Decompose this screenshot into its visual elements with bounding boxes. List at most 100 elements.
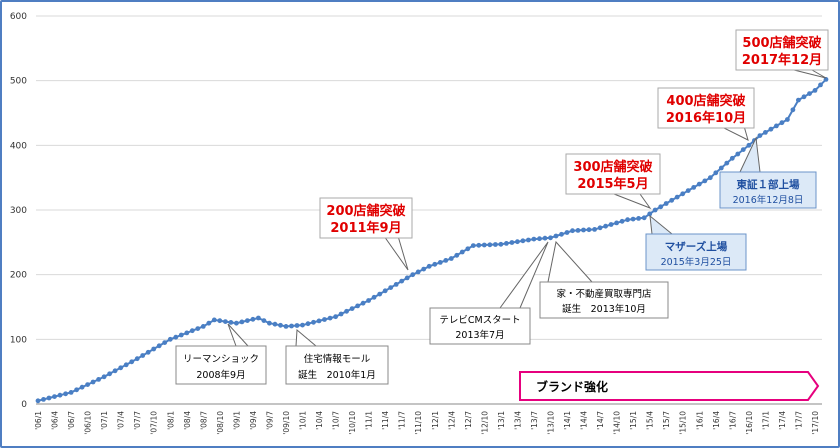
data-point: [162, 340, 168, 345]
data-point: [366, 298, 371, 303]
data-point: [724, 160, 730, 166]
data-point: [283, 324, 289, 329]
x-tick-label: '13/7: [530, 411, 539, 430]
callout-lehman-line1: リーマンショック: [183, 354, 259, 365]
data-point: [669, 197, 675, 203]
x-tick-label: '09/10: [282, 411, 291, 435]
data-point: [443, 258, 449, 263]
data-point: [239, 319, 245, 325]
data-point: [107, 371, 112, 377]
y-tick-label: 200: [10, 271, 27, 281]
x-tick-label: '09/7: [265, 411, 274, 430]
data-point: [515, 239, 520, 245]
data-point: [636, 216, 641, 221]
x-tick-label: '07/10: [150, 411, 159, 435]
data-point: [691, 185, 697, 190]
x-tick-label: '17/7: [794, 411, 803, 430]
data-point: [685, 188, 691, 194]
x-tick-label: '15/4: [646, 411, 655, 430]
data-point: [520, 238, 526, 244]
data-point: [812, 88, 818, 93]
pointer-mall: [295, 328, 317, 347]
pointer-200: [383, 235, 409, 271]
data-point: [531, 236, 537, 242]
data-point: [476, 242, 482, 248]
data-point: [206, 320, 212, 326]
data-point: [112, 368, 118, 374]
x-axis-ticks: '06/1 '06/4 '06/7 '06/10 '07/1 '07/4 '07/7 '07/…: [34, 411, 820, 435]
data-point: [713, 170, 719, 176]
callout-kaitori: 家・不動産買取専門店 誕生 2013年10月: [539, 281, 669, 319]
data-point: [740, 147, 746, 153]
grid-lines: [36, 15, 822, 405]
data-point: [465, 246, 471, 252]
data-point: [96, 377, 101, 382]
data-point: [674, 194, 680, 200]
callout-mall-line1: 住宅情報モール: [304, 353, 371, 365]
callout-400-line2: 2016年10月: [666, 110, 746, 126]
data-point: [41, 397, 46, 402]
x-tick-label: '11/1: [365, 411, 374, 430]
data-point: [245, 318, 250, 323]
data-point: [608, 222, 614, 227]
data-point: [768, 126, 774, 132]
pointer-500: [793, 69, 827, 79]
x-tick-label: '06/10: [84, 411, 93, 435]
pointer-lehman: [227, 323, 249, 347]
data-point: [278, 322, 283, 328]
data-point: [548, 235, 553, 241]
data-point: [481, 242, 487, 248]
data-point: [652, 207, 658, 213]
callout-300-line1: 300店舗突破: [573, 159, 652, 175]
x-tick-label: '17/4: [778, 411, 787, 430]
data-point: [542, 235, 548, 241]
x-tick-label: '17/1: [761, 411, 770, 430]
x-tick-label: '10/7: [332, 411, 341, 430]
data-point: [140, 353, 146, 358]
data-point: [184, 330, 190, 336]
data-point: [718, 165, 724, 171]
data-point: [156, 343, 162, 349]
callout-pointers: [227, 69, 827, 347]
pointer-300: [613, 193, 652, 210]
x-tick-label: '16/7: [728, 411, 737, 430]
data-point: [311, 319, 316, 325]
x-tick-label: '14/10: [613, 411, 622, 435]
x-tick-label: '08/4: [183, 411, 192, 430]
data-point: [818, 82, 823, 88]
data-point: [493, 242, 498, 247]
data-point: [459, 249, 465, 255]
data-point: [437, 260, 443, 265]
data-point: [404, 275, 410, 281]
data-point: [801, 94, 807, 100]
pointer-400: [719, 125, 749, 141]
callout-tosho-line2: 2016年12月8日: [733, 194, 804, 206]
data-point: [625, 217, 630, 223]
data-point: [267, 320, 272, 326]
data-point: [415, 269, 421, 275]
data-point: [272, 321, 278, 327]
pointer-mothers: [649, 214, 673, 235]
data-point: [63, 391, 68, 397]
data-point: [333, 314, 338, 320]
data-point: [228, 320, 234, 325]
data-point: [211, 317, 217, 323]
pointer-kaitori: [547, 240, 593, 283]
x-tick-label: '14/1: [563, 411, 572, 430]
x-tick-label: '12/7: [464, 411, 473, 430]
data-point: [223, 319, 228, 324]
data-point: [377, 291, 383, 297]
x-tick-label: '15/10: [679, 411, 688, 435]
brand-arrow-label: ブランド強化: [536, 379, 608, 394]
callout-500-line1: 500店舗突破: [742, 35, 821, 51]
data-point: [344, 308, 349, 314]
callout-tosho-line1: 東証１部上場: [737, 178, 800, 191]
callout-400-line1: 400店舗突破: [666, 93, 745, 109]
x-tick-label: '12/1: [431, 411, 440, 430]
callout-mothers-line2: 2015年3月25日: [661, 256, 732, 268]
data-point: [763, 130, 768, 135]
x-tick-label: '08/10: [216, 411, 225, 435]
data-point: [746, 142, 752, 148]
data-point: [680, 191, 686, 197]
